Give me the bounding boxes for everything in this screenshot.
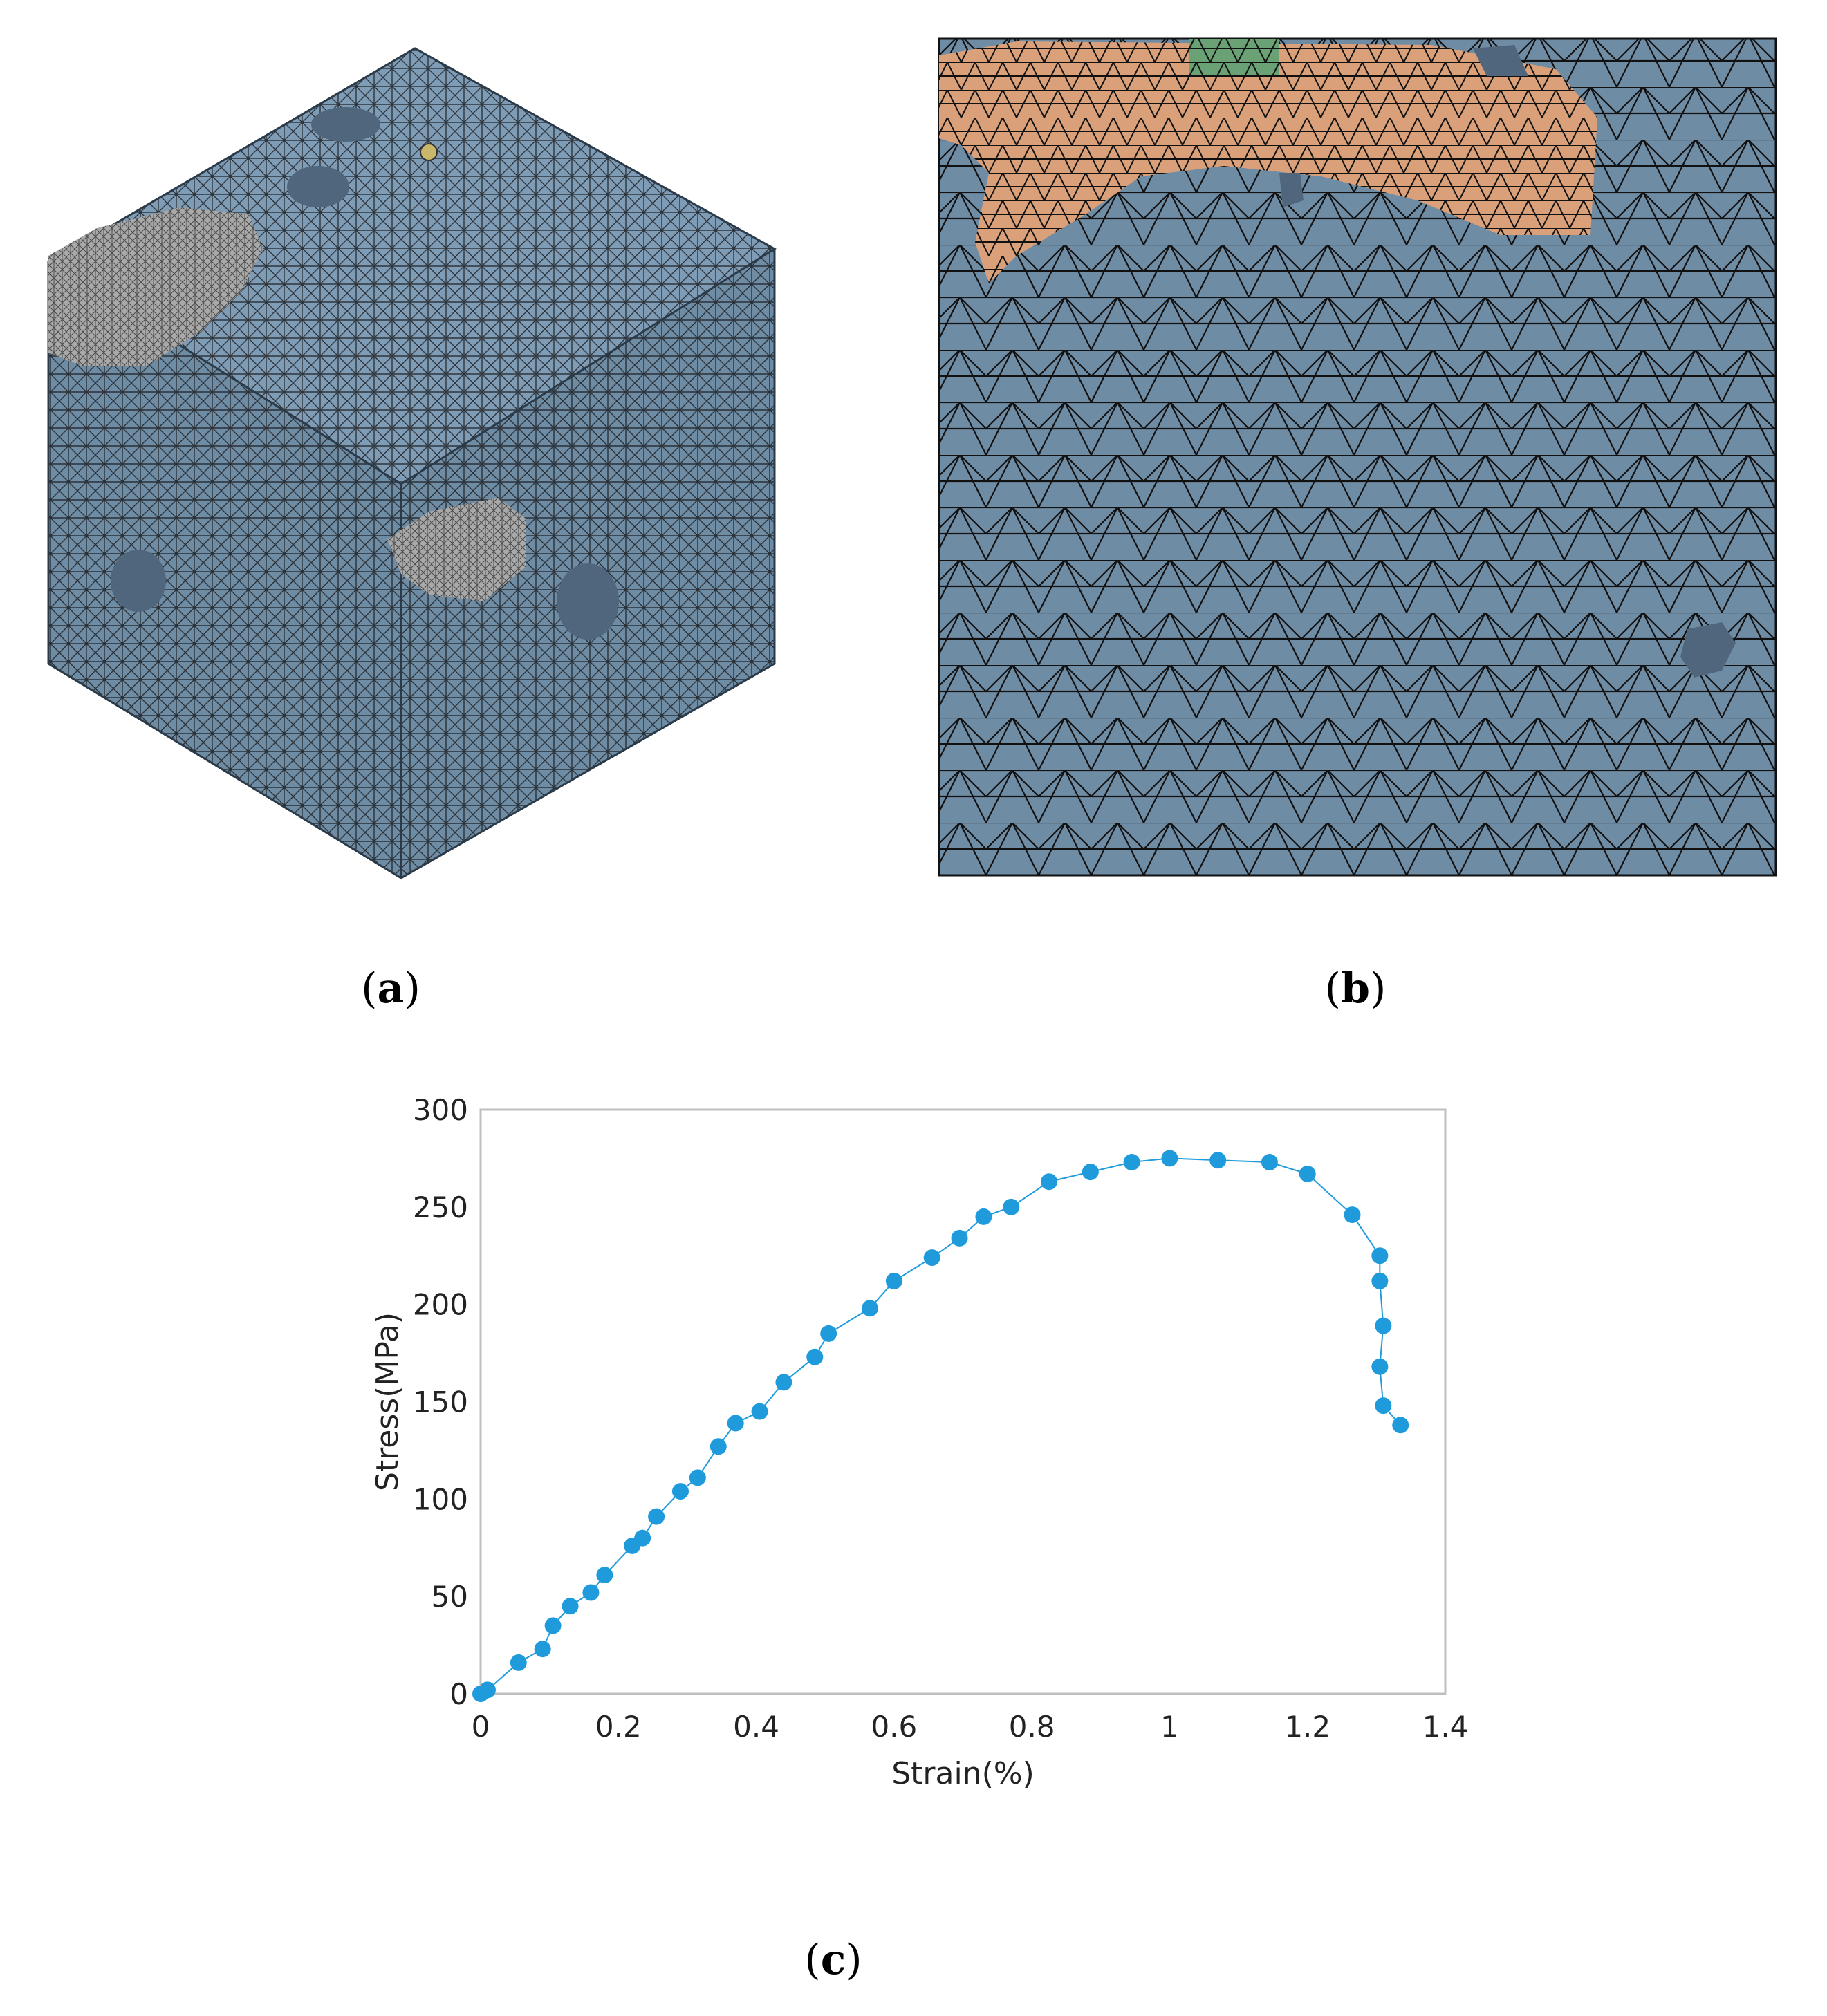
data-point [596,1567,613,1584]
y-tick-label: 50 [432,1580,468,1614]
data-point [534,1641,551,1658]
caption-c-letter: c [820,1936,846,1984]
data-point [820,1325,837,1342]
x-tick-label: 1 [1160,1710,1179,1744]
data-point [885,1272,902,1289]
y-tick-label: 300 [413,1093,468,1127]
series-line [480,1157,1401,1695]
x-tick-label: 0.4 [733,1710,779,1744]
x-tick-label: 0.8 [1009,1710,1055,1744]
data-point [751,1403,768,1420]
panel-b-mesh-section [934,35,1798,892]
data-point [510,1654,527,1671]
cube-inclusion-yellow [420,143,438,161]
caption-c-close: ) [846,1936,862,1984]
cube-pore [311,107,380,142]
caption-c-open: ( [804,1936,821,1984]
caption-b-close: ) [1369,964,1387,1013]
caption-a-close: ) [404,964,420,1013]
x-axis-label: Strain(%) [891,1756,1035,1791]
caption-a: (a) [361,964,420,1013]
y-tick-label: 0 [449,1677,468,1711]
data-point [710,1438,727,1455]
data-point [1392,1417,1409,1434]
data-point [1003,1198,1020,1215]
x-tick-label: 0.2 [595,1710,642,1744]
data-point [951,1229,968,1247]
panel-c-stress-strain-chart: 0 50 100 150 200 250 300 0 0.2 0.4 0.6 0.8 1 1.2 1.4 … [332,1085,1494,1901]
data-point [727,1415,744,1432]
data-point [975,1208,992,1225]
data-point [1123,1154,1140,1171]
caption-b-letter: b [1341,964,1370,1013]
data-point [1371,1247,1389,1264]
data-point [1299,1165,1316,1182]
cube-pore [557,563,619,640]
data-point [562,1598,579,1615]
data-point [671,1483,689,1500]
mesh-cube-image [47,47,777,879]
data-point [582,1584,600,1601]
panel-a-mesh-cube [41,41,788,892]
data-point [1371,1358,1389,1375]
data-point [648,1508,665,1525]
data-point [1161,1150,1178,1167]
data-point [1082,1164,1099,1181]
x-axis-ticks: 0 0.2 0.4 0.6 0.8 1 1.2 1.4 [472,1710,1469,1744]
section-pore [1473,45,1528,76]
data-point [479,1681,496,1699]
mesh-section-image [938,37,1777,877]
data-point [689,1469,706,1486]
cube-pore [111,550,166,612]
section-pore [1279,173,1304,207]
x-tick-label: 0.6 [871,1710,917,1744]
x-tick-label: 0 [472,1710,490,1744]
section-pore [1680,622,1736,678]
data-point [923,1249,940,1267]
caption-a-letter: a [377,964,405,1013]
y-tick-label: 200 [413,1288,468,1322]
plot-frame [479,1108,1447,1695]
x-tick-label: 1.2 [1284,1710,1330,1744]
data-point [634,1529,651,1547]
cube-pore [287,166,349,207]
x-tick-label: 1.4 [1422,1710,1469,1744]
y-tick-label: 100 [413,1482,468,1516]
data-point [1375,1317,1392,1334]
data-point [1375,1397,1392,1415]
data-point [806,1348,824,1365]
data-point [861,1300,878,1317]
y-tick-label: 250 [413,1191,468,1224]
data-point [775,1374,792,1391]
y-axis-ticks: 0 50 100 150 200 250 300 [413,1093,468,1711]
data-point [1371,1272,1389,1289]
series-points [472,1150,1409,1702]
data-point [544,1617,562,1634]
data-point [1344,1206,1361,1224]
y-tick-label: 150 [413,1385,468,1419]
data-point [1041,1173,1058,1191]
caption-b: (b) [1325,964,1387,1013]
caption-c: (c) [804,1936,862,1984]
data-point [1209,1152,1227,1169]
caption-a-open: ( [361,964,378,1013]
caption-b-open: ( [1324,964,1342,1013]
y-axis-label: Stress(MPa) [370,1312,405,1491]
data-point [1261,1154,1278,1171]
